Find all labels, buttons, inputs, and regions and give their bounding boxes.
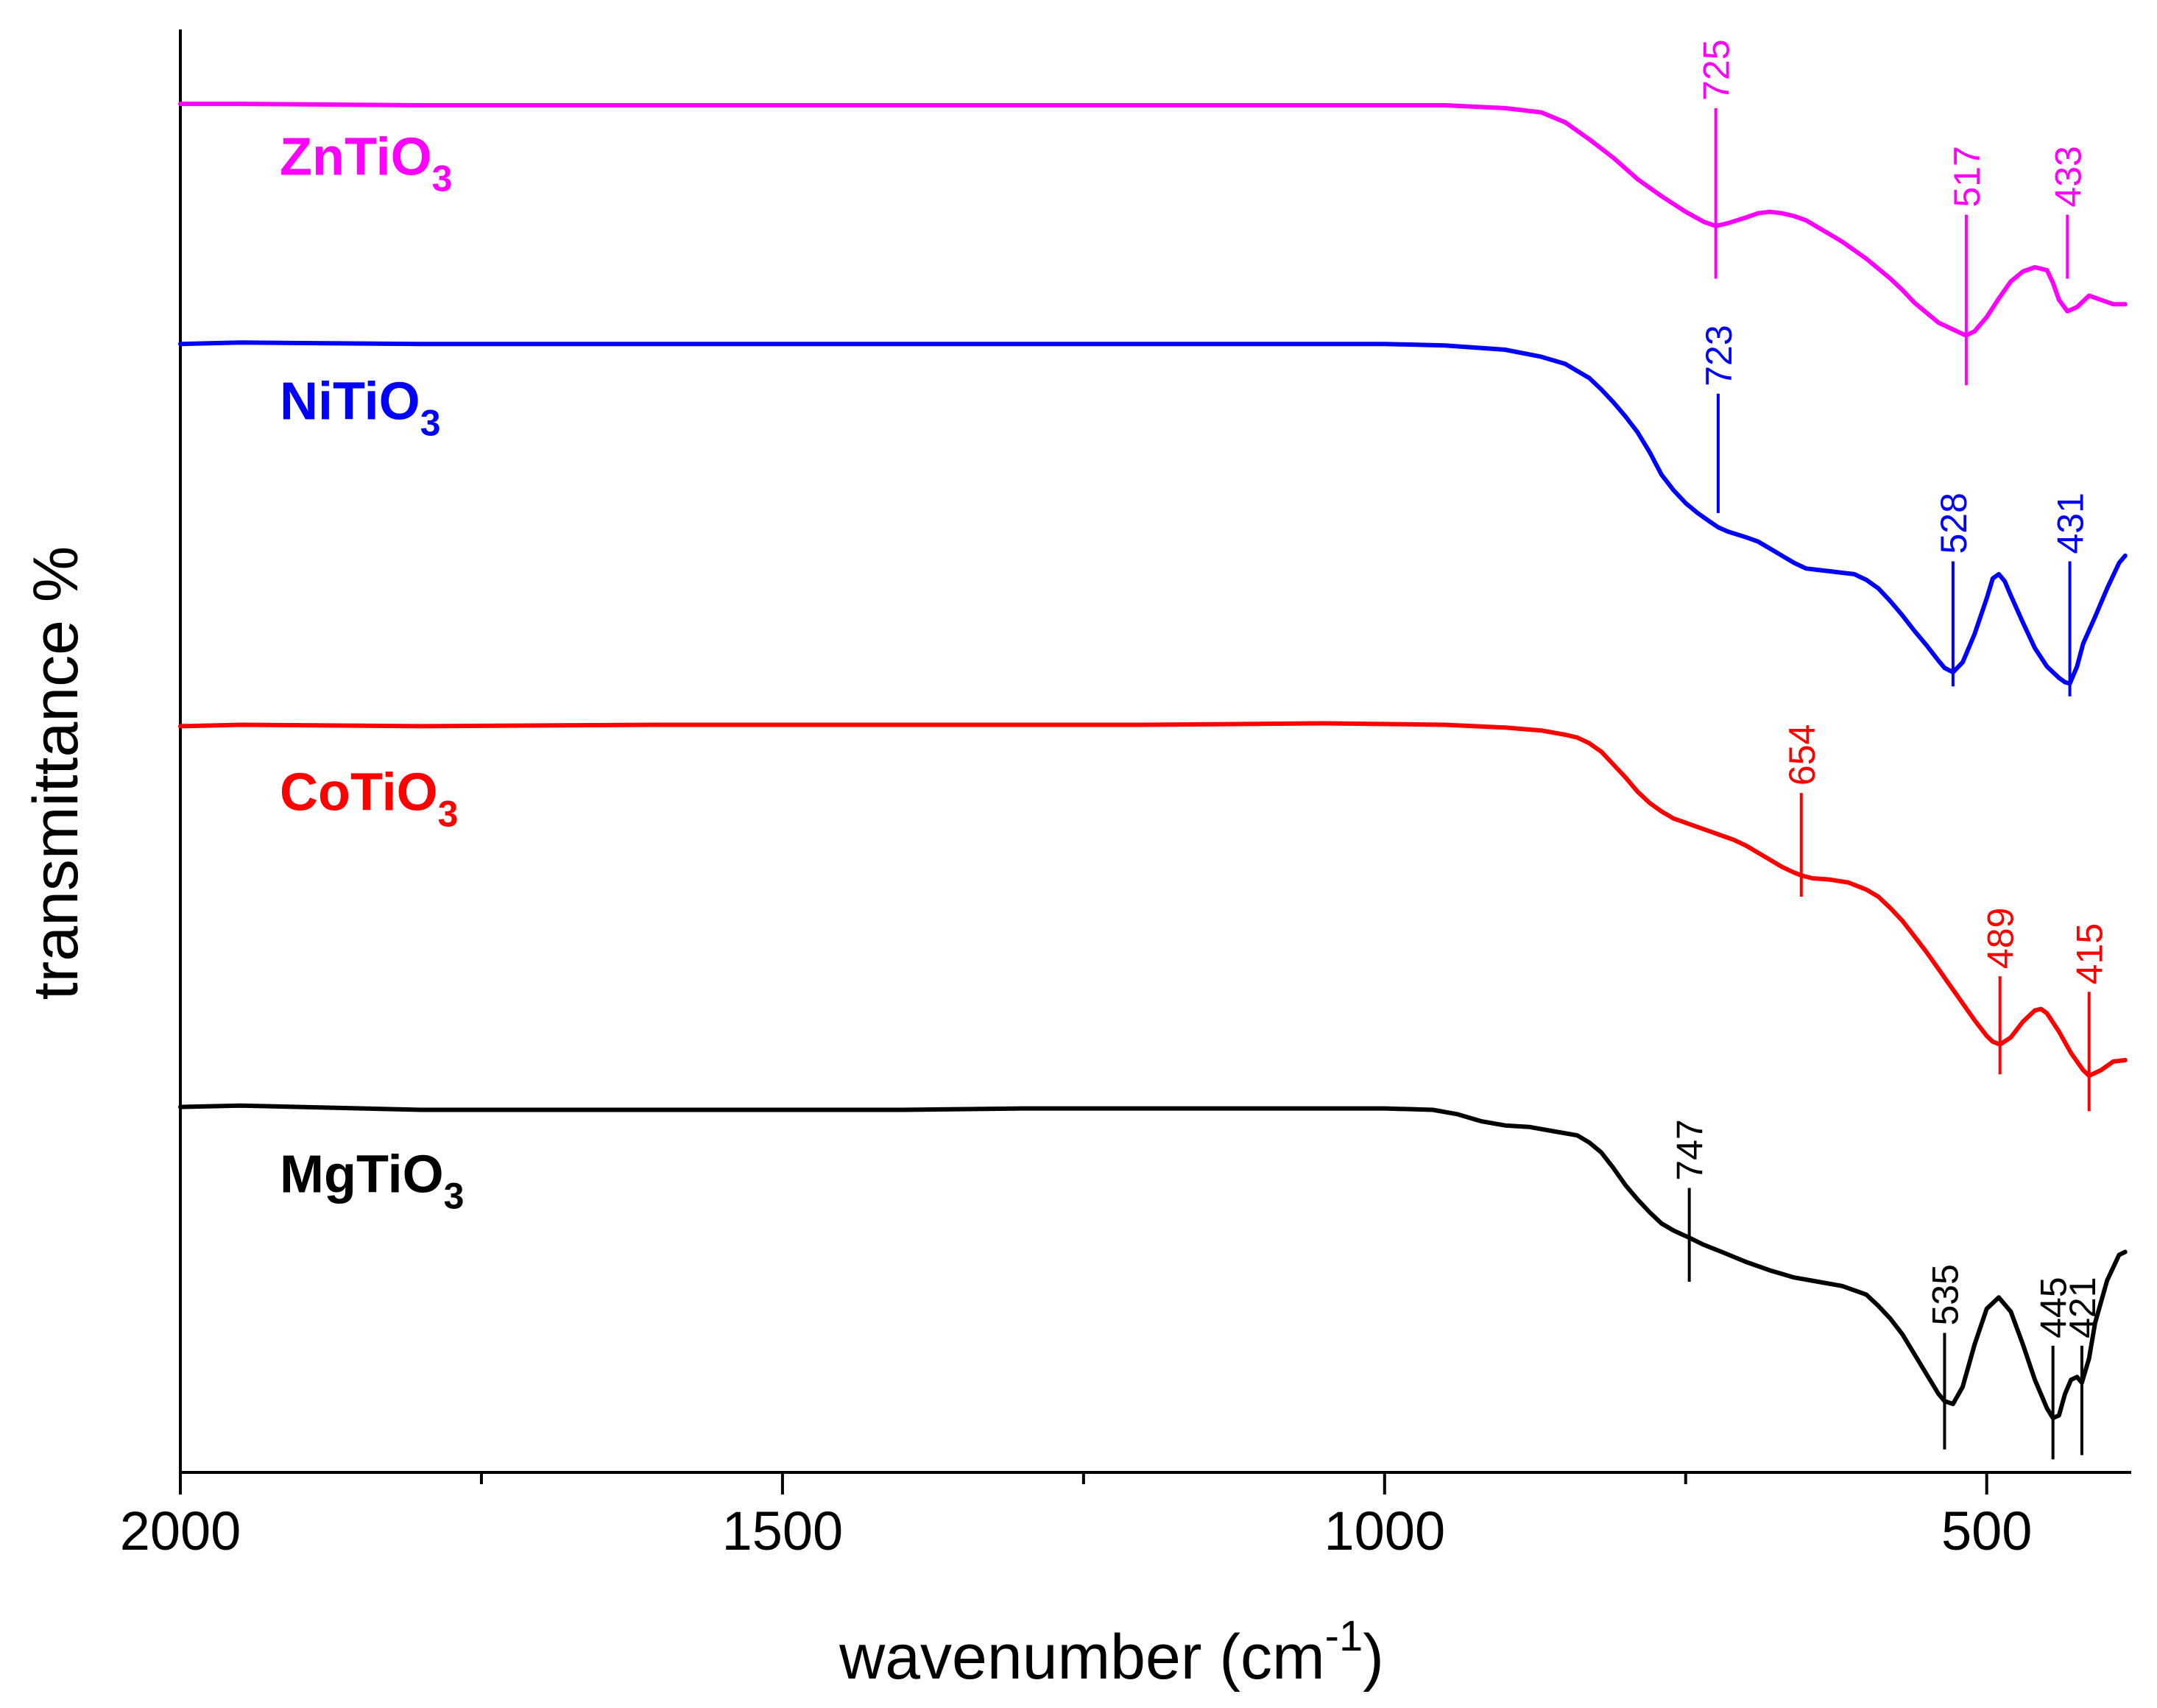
x-axis-title-superscript: -1 xyxy=(1325,1612,1363,1660)
x-axis-title-suffix: ) xyxy=(1363,1622,1384,1693)
series-label-main: MgTiO xyxy=(280,1145,444,1204)
peak-label-654: 654 xyxy=(1782,724,1823,786)
series-label-mgtio3: MgTiO3 xyxy=(280,1145,464,1216)
series-layer xyxy=(178,102,2128,1421)
axes: 2000 1500 1000 500 xyxy=(120,29,2131,1561)
peak-label-723: 723 xyxy=(1698,325,1740,386)
peak-label-725: 725 xyxy=(1696,39,1737,100)
series-line-zntio3 xyxy=(178,102,2128,338)
peak-label-431: 431 xyxy=(2050,493,2091,554)
x-axis-title: wavenumber (cm-1) xyxy=(839,1612,1384,1693)
series-line-nitio3 xyxy=(178,340,2128,686)
peak-label-535: 535 xyxy=(1924,1264,1966,1325)
series-label-cotio3: CoTiO3 xyxy=(280,763,458,834)
peak-label-421: 421 xyxy=(2062,1277,2103,1338)
series-label-main: CoTiO xyxy=(280,763,438,822)
series-label-subscript: 3 xyxy=(432,158,453,200)
peak-label-489: 489 xyxy=(1980,908,2022,969)
x-tick-label: 2000 xyxy=(120,1500,241,1561)
series-line-mgtio3 xyxy=(178,1103,2128,1421)
peak-label-528: 528 xyxy=(1933,493,1974,554)
x-tick-label: 1000 xyxy=(1324,1500,1445,1561)
peak-label-415: 415 xyxy=(2069,923,2111,984)
x-tick-label: 500 xyxy=(1941,1500,2032,1561)
series-line-cotio3 xyxy=(178,721,2128,1079)
series-label-main: NiTiO xyxy=(280,373,420,431)
peak-label-747: 747 xyxy=(1670,1119,1711,1180)
series-label-subscript: 3 xyxy=(444,1175,465,1216)
y-axis-title: transmittance % xyxy=(21,546,91,1001)
series-label-main: ZnTiO xyxy=(280,128,432,187)
x-axis-title-main: wavenumber (cm xyxy=(839,1622,1325,1693)
series-label-nitio3: NiTiO3 xyxy=(280,373,441,444)
peak-label-517: 517 xyxy=(1946,146,1988,207)
series-label-subscript: 3 xyxy=(420,403,441,444)
series-label-subscript: 3 xyxy=(438,793,459,834)
x-tick-label: 1500 xyxy=(722,1500,844,1561)
peak-label-445: 445 xyxy=(2033,1277,2075,1338)
series-label-zntio3: ZnTiO3 xyxy=(280,128,452,200)
peak-label-433: 433 xyxy=(2047,146,2089,207)
